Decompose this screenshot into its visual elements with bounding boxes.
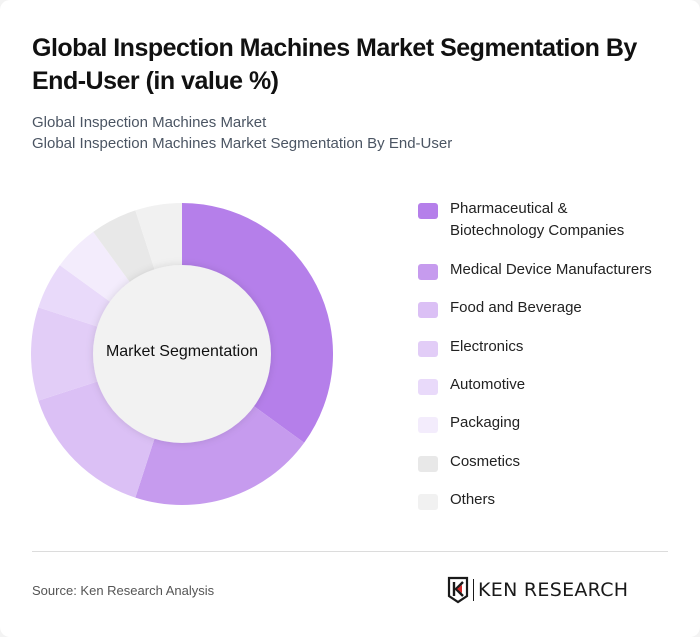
donut-center xyxy=(93,265,271,443)
legend-swatch xyxy=(418,379,438,395)
legend-label: Packaging xyxy=(450,414,521,431)
logo-text: KEN RESEARCH xyxy=(478,579,629,601)
ken-research-shield-icon xyxy=(447,576,469,604)
legend-label: Medical Device Manufacturers xyxy=(450,261,652,278)
legend-swatch xyxy=(418,203,438,219)
legend-item-packaging[interactable]: Packaging xyxy=(418,412,680,434)
legend-item-automotive[interactable]: Automotive xyxy=(418,374,680,396)
legend-label: Automotive xyxy=(450,376,526,393)
legend-label: Others xyxy=(450,491,496,508)
legend-item-electronics[interactable]: Electronics xyxy=(418,336,680,358)
ken-research-logo: KEN RESEARCH xyxy=(447,576,628,604)
footer-divider xyxy=(32,551,668,552)
donut-center-label: Market Segmentation xyxy=(105,343,259,360)
legend-item-medical-device[interactable]: Medical Device Manufacturers xyxy=(418,259,680,281)
legend-label: Food and Beverage xyxy=(450,299,582,316)
legend-item-food-beverage[interactable]: Food and Beverage xyxy=(418,297,680,319)
legend-swatch xyxy=(418,417,438,433)
legend-label: Electronics xyxy=(450,338,524,355)
page-title: Global Inspection Machines Market Segmen… xyxy=(32,34,637,95)
legend-swatch xyxy=(418,341,438,357)
legend-swatch xyxy=(418,456,438,472)
subtitle: Global Inspection Machines Market Global… xyxy=(32,112,672,154)
legend-swatch xyxy=(418,494,438,510)
legend-item-pharmaceutical[interactable]: Pharmaceutical & Biotechnology Companies xyxy=(418,198,650,242)
subtitle-line-2: Global Inspection Machines Market Segmen… xyxy=(32,135,453,152)
legend-label: Pharmaceutical & Biotechnology Companies xyxy=(450,200,625,239)
legend-label: Cosmetics xyxy=(450,453,521,470)
source-note: Source: Ken Research Analysis xyxy=(32,583,215,598)
legend-swatch xyxy=(418,302,438,318)
logo-separator xyxy=(473,579,474,601)
legend-item-others[interactable]: Others xyxy=(418,489,680,511)
subtitle-line-1: Global Inspection Machines Market xyxy=(32,114,267,131)
legend-swatch xyxy=(418,264,438,280)
donut-chart xyxy=(31,203,333,505)
legend-item-cosmetics[interactable]: Cosmetics xyxy=(418,451,680,473)
